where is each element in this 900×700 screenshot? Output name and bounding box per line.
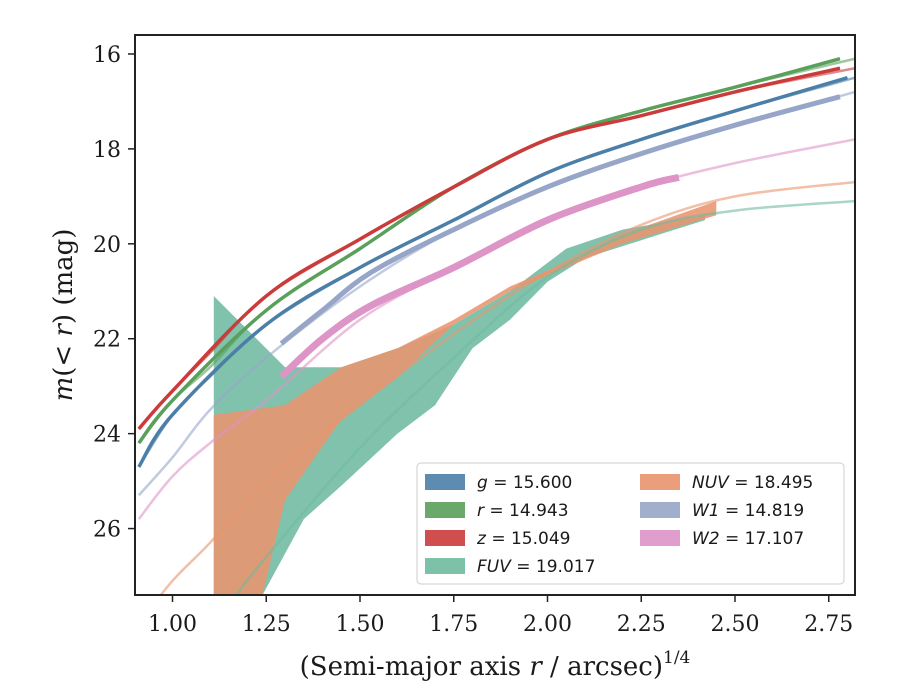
x-tick-label: 2.00 — [523, 612, 572, 637]
legend-swatch-r — [425, 502, 465, 518]
band-nuv — [213, 201, 717, 595]
model-curve-fuv — [234, 199, 855, 595]
bands-layer — [213, 201, 717, 595]
legend-swatch-fuv — [425, 558, 465, 574]
y-axis-label: m(< r) (mag) — [49, 229, 79, 402]
plot-area — [137, 57, 855, 595]
x-tick-label: 2.50 — [711, 612, 760, 637]
legend-label-fuv: FUV = 19.017 — [477, 557, 595, 577]
y-tick-label: 24 — [93, 423, 121, 448]
x-tick-label: 1.00 — [148, 612, 197, 637]
legend-label-nuv: NUV = 18.495 — [692, 473, 813, 493]
x-tick-label: 1.50 — [336, 612, 385, 637]
legend-label-g: g = 15.600 — [477, 473, 572, 493]
x-tick-label: 1.75 — [429, 612, 478, 637]
legend-swatch-z — [425, 530, 465, 546]
x-tick-label: 1.25 — [242, 612, 291, 637]
plot-frame — [134, 34, 856, 596]
y-tick-label: 22 — [93, 328, 121, 353]
data-layer — [137, 57, 848, 468]
legend-label-w1: W1 = 14.819 — [692, 501, 804, 521]
x-axis-label: (Semi-major axis r / arcsec)1/4 — [300, 648, 691, 682]
y-tick-label: 18 — [93, 138, 121, 163]
x-axis-ticks: 1.00 1.25 1.50 1.75 2.00 2.25 2.50 2.75 — [148, 595, 853, 637]
data-curve-w1 — [279, 94, 841, 346]
legend-entries: g = 15.600 r = 14.943 z = 15.049 FUV = 19.0… — [425, 473, 813, 577]
y-axis-ticks: 16 18 20 22 24 26 — [93, 43, 135, 543]
legend-swatch-g — [425, 474, 465, 490]
x-tick-label: 2.25 — [617, 612, 666, 637]
legend-label-z: z = 15.049 — [476, 529, 570, 549]
legend-box — [416, 462, 845, 585]
legend-label-w2: W2 = 17.107 — [692, 529, 804, 549]
legend-swatch-nuv — [640, 474, 680, 490]
x-tick-label: 2.75 — [804, 612, 853, 637]
data-curve-w2 — [278, 173, 680, 380]
data-curve-g — [137, 76, 848, 468]
y-tick-label: 26 — [93, 518, 121, 543]
data-curve-z — [137, 66, 841, 431]
model-curve-nuv — [159, 180, 855, 595]
y-tick-label: 20 — [93, 233, 121, 258]
y-tick-label: 16 — [93, 43, 121, 68]
legend-swatch-w1 — [640, 502, 680, 518]
legend: g = 15.600 r = 14.943 z = 15.049 FUV = 19.0… — [416, 462, 845, 585]
legend-swatch-w2 — [640, 530, 680, 546]
legend-label-r: r = 14.943 — [477, 501, 569, 521]
